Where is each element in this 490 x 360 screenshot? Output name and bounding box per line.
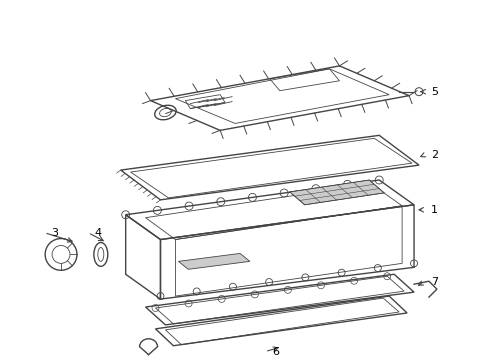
Text: 1: 1 — [431, 205, 438, 215]
Polygon shape — [290, 180, 384, 205]
Text: 5: 5 — [431, 87, 438, 97]
Text: 3: 3 — [51, 228, 58, 238]
Polygon shape — [178, 253, 250, 269]
Text: 7: 7 — [431, 277, 438, 287]
Text: 4: 4 — [95, 228, 102, 238]
Text: 6: 6 — [272, 347, 279, 357]
Text: 2: 2 — [431, 150, 438, 160]
